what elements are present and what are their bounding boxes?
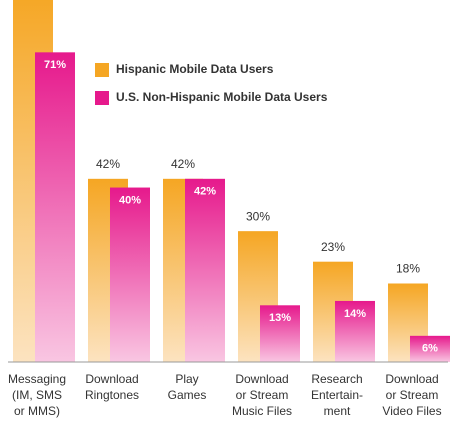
x-tick-label: Ringtones bbox=[85, 388, 139, 402]
x-tick-label: Entertain- bbox=[311, 388, 363, 402]
x-tick-label: ment bbox=[324, 404, 351, 418]
x-tick-label: Download bbox=[235, 372, 288, 386]
x-tick-label: or Stream bbox=[236, 388, 289, 402]
legend-swatch bbox=[95, 63, 109, 77]
bar bbox=[110, 187, 150, 362]
value-label: 42% bbox=[96, 157, 120, 171]
value-label: 18% bbox=[396, 262, 420, 276]
value-label: 6% bbox=[422, 343, 438, 355]
x-tick-label: Games bbox=[168, 388, 207, 402]
x-tick-label: or MMS) bbox=[14, 404, 60, 418]
x-tick-label: (IM, SMS bbox=[12, 388, 62, 402]
x-tick-label: Messaging bbox=[8, 372, 66, 386]
value-label: 71% bbox=[44, 59, 66, 71]
bar bbox=[35, 52, 75, 363]
bar bbox=[185, 178, 225, 362]
value-label: 13% bbox=[269, 312, 291, 324]
x-tick-label: Video Files bbox=[382, 404, 441, 418]
value-label: 42% bbox=[194, 186, 216, 198]
legend-swatch bbox=[95, 91, 109, 105]
value-label: 30% bbox=[246, 209, 270, 223]
value-label: 42% bbox=[171, 157, 195, 171]
x-tick-label: Download bbox=[85, 372, 138, 386]
value-label: 14% bbox=[344, 308, 366, 320]
x-tick-label: or Stream bbox=[386, 388, 439, 402]
bar bbox=[260, 305, 300, 362]
value-label: 23% bbox=[321, 240, 345, 254]
bar bbox=[410, 335, 450, 362]
x-tick-label: Play bbox=[175, 372, 198, 386]
legend-label: Hispanic Mobile Data Users bbox=[116, 62, 274, 76]
x-tick-label: Download bbox=[385, 372, 438, 386]
bar bbox=[335, 300, 375, 362]
value-label: 40% bbox=[119, 194, 141, 206]
legend-label: U.S. Non-Hispanic Mobile Data Users bbox=[116, 90, 328, 104]
x-tick-label: Research bbox=[311, 372, 362, 386]
x-tick-label: Music Files bbox=[232, 404, 292, 418]
